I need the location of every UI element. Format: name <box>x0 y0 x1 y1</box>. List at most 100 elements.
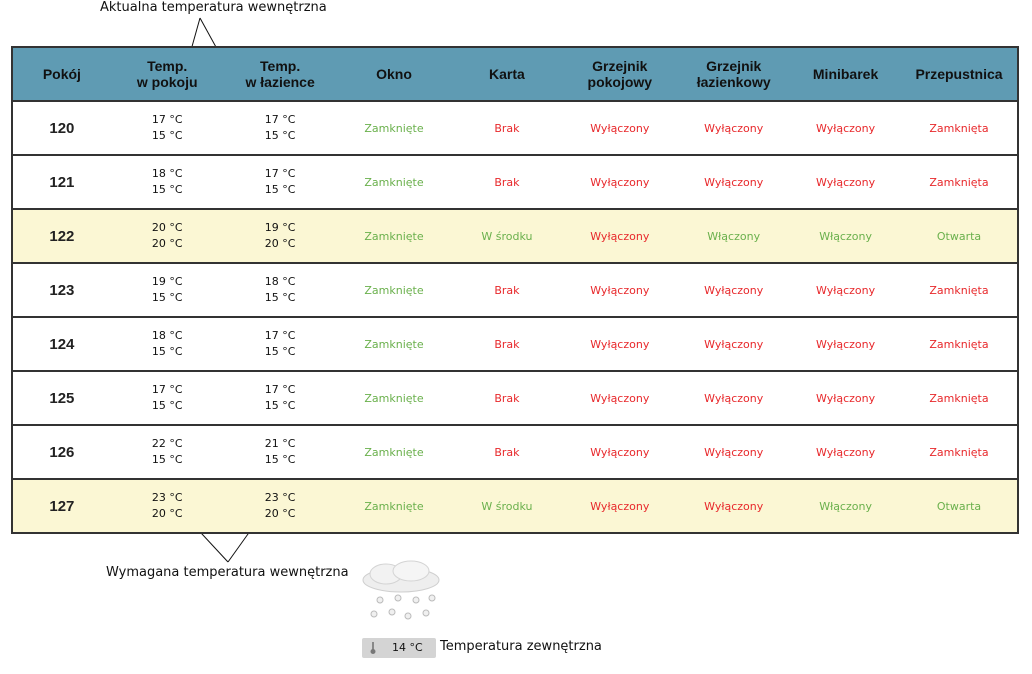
table-body: 120 17 °C 15 °C 17 °C 15 °C Zamknięte Brak Wyłą… <box>11 101 1019 534</box>
room-temp-cell: 20 °C 20 °C <box>110 209 224 264</box>
bath-temp-cell: 17 °C 15 °C <box>223 101 337 156</box>
damper-status: Otwarta <box>901 209 1019 264</box>
window-status: Zamknięte <box>336 317 452 372</box>
column-header: Minibarek <box>790 46 902 102</box>
room-heater-status: Wyłączony <box>562 371 678 426</box>
damper-status: Zamknięta <box>901 371 1019 426</box>
bath-temp-required: 15 °C <box>264 399 296 412</box>
minibar-status: Wyłączony <box>790 371 902 426</box>
table-row: 122 20 °C 20 °C 19 °C 20 °C Zamknięte W środku… <box>11 209 1019 264</box>
room-heater-status: Wyłączony <box>562 155 678 210</box>
table-row: 120 17 °C 15 °C 17 °C 15 °C Zamknięte Brak Wyłą… <box>11 101 1019 156</box>
minibar-status: Wyłączony <box>790 317 902 372</box>
bath-temp-required: 15 °C <box>264 183 296 196</box>
window-status: Zamknięte <box>336 209 452 264</box>
bath-temp-cell: 21 °C 15 °C <box>223 425 337 480</box>
damper-status: Zamknięta <box>901 263 1019 318</box>
room-temp-required: 15 °C <box>151 345 183 358</box>
bath-heater-status: Wyłączony <box>677 263 791 318</box>
window-status: Zamknięte <box>336 371 452 426</box>
room-temp-cell: 17 °C 15 °C <box>110 371 224 426</box>
room-temp-cell: 18 °C 15 °C <box>110 317 224 372</box>
bath-heater-status: Wyłączony <box>677 101 791 156</box>
bath-temp-actual: 17 °C <box>264 167 296 180</box>
damper-status: Zamknięta <box>901 101 1019 156</box>
bath-temp-required: 15 °C <box>264 129 296 142</box>
room-temp-actual: 17 °C <box>151 113 183 126</box>
room-temp-actual: 19 °C <box>151 275 183 288</box>
room-temp-cell: 18 °C 15 °C <box>110 155 224 210</box>
room-number: 124 <box>11 317 111 372</box>
bath-temp-required: 20 °C <box>264 507 296 520</box>
damper-status: Zamknięta <box>901 155 1019 210</box>
room-temp-required: 15 °C <box>151 183 183 196</box>
column-header: Grzejnik łazienkowy <box>677 46 791 102</box>
room-temp-actual: 18 °C <box>151 329 183 342</box>
room-number: 126 <box>11 425 111 480</box>
annotation-outside-temp: Temperatura zewnętrzna <box>440 639 602 654</box>
bath-heater-status: Wyłączony <box>677 425 791 480</box>
rooms-table: Pokój Temp. w pokoju Temp. w łazience Okno Kar… <box>11 46 1019 534</box>
bath-heater-status: Wyłączony <box>677 371 791 426</box>
room-temp-required: 20 °C <box>151 507 183 520</box>
card-status: Brak <box>451 101 563 156</box>
bath-heater-status: Wyłączony <box>677 479 791 534</box>
room-temp-cell: 22 °C 15 °C <box>110 425 224 480</box>
room-number: 125 <box>11 371 111 426</box>
column-header-label: Temp. <box>260 58 301 74</box>
table-row: 123 19 °C 15 °C 18 °C 15 °C Zamknięte Brak Wyłą… <box>11 263 1019 318</box>
table-row: 124 18 °C 15 °C 17 °C 15 °C Zamknięte Brak Wyłą… <box>11 317 1019 372</box>
bath-temp-cell: 18 °C 15 °C <box>223 263 337 318</box>
column-header-label: pokojowy <box>587 74 653 90</box>
table-row: 126 22 °C 15 °C 21 °C 15 °C Zamknięte Brak Wyłą… <box>11 425 1019 480</box>
bath-temp-required: 15 °C <box>264 345 296 358</box>
snow-cloud-icon <box>356 560 446 630</box>
minibar-status: Wyłączony <box>790 101 902 156</box>
bath-heater-status: Wyłączony <box>677 317 791 372</box>
thermometer-icon <box>370 642 376 654</box>
room-temp-required: 20 °C <box>151 237 183 250</box>
room-heater-status: Wyłączony <box>562 317 678 372</box>
outside-temp-value: 14 °C <box>392 641 423 654</box>
card-status: W środku <box>451 479 563 534</box>
bath-temp-actual: 23 °C <box>264 491 296 504</box>
room-temp-cell: 23 °C 20 °C <box>110 479 224 534</box>
column-header-label: Okno <box>376 66 412 82</box>
bath-temp-actual: 18 °C <box>264 275 296 288</box>
bath-heater-status: Wyłączony <box>677 155 791 210</box>
room-temp-actual: 18 °C <box>151 167 183 180</box>
room-temp-required: 15 °C <box>151 291 183 304</box>
room-number: 122 <box>11 209 111 264</box>
column-header: Karta <box>451 46 563 102</box>
window-status: Zamknięte <box>336 101 452 156</box>
room-temp-actual: 17 °C <box>151 383 183 396</box>
bath-temp-cell: 17 °C 15 °C <box>223 371 337 426</box>
bath-temp-required: 15 °C <box>264 291 296 304</box>
annotation-actual-temp: Aktualna temperatura wewnętrzna <box>100 0 327 15</box>
column-header-label: Grzejnik <box>592 58 648 74</box>
room-heater-status: Wyłączony <box>562 101 678 156</box>
column-header-label: Przepustnica <box>915 66 1003 82</box>
column-header: Grzejnik pokojowy <box>562 46 678 102</box>
table-row: 125 17 °C 15 °C 17 °C 15 °C Zamknięte Brak Wyłą… <box>11 371 1019 426</box>
room-temp-cell: 17 °C 15 °C <box>110 101 224 156</box>
table-row: 121 18 °C 15 °C 17 °C 15 °C Zamknięte Brak Wyłą… <box>11 155 1019 210</box>
column-header: Temp. w łazience <box>223 46 337 102</box>
window-status: Zamknięte <box>336 263 452 318</box>
minibar-status: Wyłączony <box>790 155 902 210</box>
column-header-label: Karta <box>489 66 525 82</box>
annotation-required-temp: Wymagana temperatura wewnętrzna <box>106 565 349 580</box>
card-status: Brak <box>451 263 563 318</box>
window-status: Zamknięte <box>336 479 452 534</box>
bath-temp-cell: 17 °C 15 °C <box>223 155 337 210</box>
card-status: Brak <box>451 371 563 426</box>
bath-heater-status: Włączony <box>677 209 791 264</box>
minibar-status: Włączony <box>790 209 902 264</box>
bath-temp-actual: 17 °C <box>264 329 296 342</box>
bath-temp-cell: 17 °C 15 °C <box>223 317 337 372</box>
column-header-label: Minibarek <box>812 66 879 82</box>
column-header-label: w pokoju <box>136 74 198 90</box>
bath-temp-actual: 17 °C <box>264 383 296 396</box>
table-row: 127 23 °C 20 °C 23 °C 20 °C Zamknięte W środku… <box>11 479 1019 534</box>
card-status: Brak <box>451 317 563 372</box>
